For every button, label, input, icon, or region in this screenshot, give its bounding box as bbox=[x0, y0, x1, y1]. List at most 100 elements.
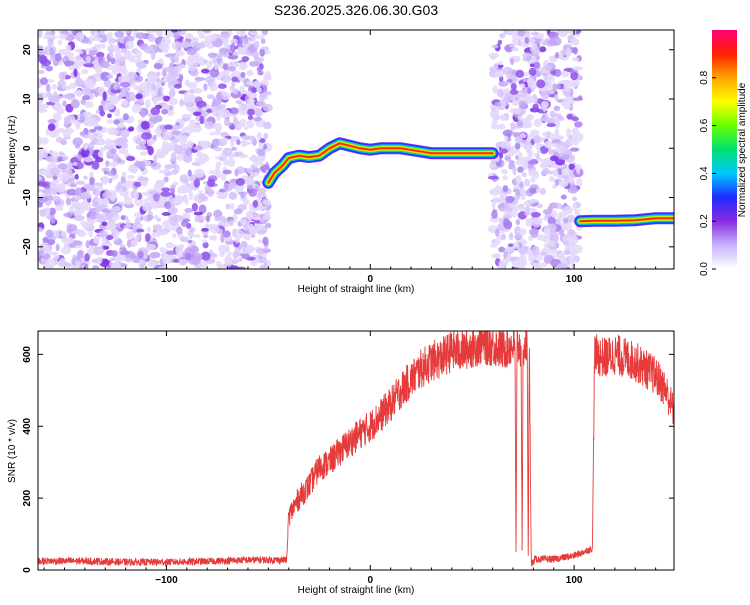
noise-blob bbox=[568, 141, 574, 147]
noise-blob bbox=[239, 118, 247, 128]
noise-blob bbox=[72, 240, 83, 246]
snr-ytick-label-2: 400 bbox=[22, 417, 33, 434]
noise-blob bbox=[161, 212, 171, 216]
noise-blob bbox=[94, 43, 102, 48]
colorbar-tick-label-1: 0.2 bbox=[699, 214, 710, 228]
noise-blob bbox=[142, 202, 149, 212]
noise-blob bbox=[151, 232, 161, 238]
noise-blob bbox=[147, 33, 156, 43]
noise-blob bbox=[550, 210, 558, 218]
noise-blob bbox=[529, 228, 539, 236]
noise-blob bbox=[541, 161, 550, 168]
noise-blob bbox=[563, 241, 570, 246]
noise-blob bbox=[153, 193, 161, 202]
noise-blob bbox=[559, 155, 568, 160]
noise-blob bbox=[62, 100, 67, 107]
noise-blob bbox=[505, 195, 515, 204]
noise-blob bbox=[161, 36, 172, 46]
noise-blob bbox=[220, 234, 225, 243]
noise-blob bbox=[92, 182, 104, 187]
spectrogram-ytick-label-2: 0 bbox=[22, 145, 33, 151]
noise-blob bbox=[54, 53, 62, 62]
noise-blob bbox=[99, 110, 106, 117]
noise-blob bbox=[514, 204, 525, 211]
noise-blob bbox=[544, 64, 552, 71]
spectrogram-xtick-label-2: 100 bbox=[566, 274, 583, 285]
noise-blob bbox=[542, 235, 551, 243]
noise-blob bbox=[552, 169, 559, 177]
noise-blob bbox=[57, 39, 63, 46]
noise-blob bbox=[499, 33, 506, 39]
noise-blob bbox=[528, 159, 539, 165]
noise-blob bbox=[546, 123, 556, 128]
noise-blob bbox=[222, 218, 228, 223]
noise-blob bbox=[47, 119, 57, 124]
noise-blob bbox=[250, 35, 256, 42]
noise-blob bbox=[146, 227, 152, 233]
noise-blob bbox=[112, 66, 121, 76]
noise-blob bbox=[90, 30, 95, 36]
noise-blob bbox=[515, 219, 521, 226]
noise-blob bbox=[65, 197, 72, 206]
noise-blob bbox=[494, 70, 501, 78]
noise-blob bbox=[525, 144, 532, 154]
snr-series-line bbox=[38, 331, 674, 568]
noise-blob bbox=[567, 176, 575, 183]
noise-blob bbox=[158, 197, 164, 206]
noise-blob bbox=[47, 123, 56, 132]
noise-blob bbox=[503, 214, 513, 219]
noise-blob bbox=[553, 105, 561, 112]
noise-blob bbox=[112, 215, 120, 221]
noise-blob bbox=[207, 188, 214, 197]
noise-blob bbox=[70, 200, 80, 208]
noise-blob bbox=[86, 55, 92, 63]
ridge-1-layer-6 bbox=[579, 217, 674, 223]
noise-blob bbox=[45, 83, 51, 93]
noise-blob bbox=[40, 59, 52, 67]
noise-blob bbox=[137, 250, 144, 259]
noise-blob bbox=[251, 154, 257, 162]
noise-blob bbox=[187, 124, 194, 130]
noise-blob bbox=[133, 212, 143, 218]
noise-blob bbox=[200, 68, 210, 74]
noise-blob bbox=[241, 56, 250, 62]
noise-blob bbox=[219, 109, 231, 119]
noise-blob bbox=[233, 208, 243, 215]
noise-blob bbox=[38, 30, 43, 39]
noise-blob bbox=[79, 113, 85, 124]
noise-blob bbox=[152, 224, 163, 231]
noise-blob bbox=[568, 236, 575, 245]
noise-blob bbox=[108, 95, 119, 102]
noise-blob bbox=[508, 89, 519, 95]
noise-blob bbox=[92, 120, 99, 127]
noise-blob bbox=[92, 59, 100, 69]
noise-blob bbox=[81, 111, 93, 119]
noise-blob bbox=[547, 216, 556, 226]
noise-blob bbox=[193, 111, 202, 117]
snr-axes: −100 0 100 0 200 400 600 bbox=[22, 331, 674, 586]
noise-blob bbox=[47, 37, 54, 47]
noise-blob bbox=[61, 231, 67, 238]
noise-blob bbox=[143, 46, 155, 54]
noise-blob bbox=[504, 93, 514, 102]
spectrogram-ridge bbox=[262, 137, 674, 228]
noise-blob bbox=[188, 191, 193, 201]
noise-blob bbox=[51, 84, 57, 90]
noise-blob bbox=[240, 191, 246, 199]
noise-blob bbox=[522, 52, 533, 59]
noise-blob bbox=[512, 32, 518, 41]
noise-blob bbox=[224, 260, 232, 266]
noise-blob bbox=[111, 128, 119, 136]
noise-blob bbox=[498, 260, 504, 269]
noise-blob bbox=[225, 203, 230, 210]
noise-blob bbox=[155, 179, 165, 188]
noise-blob bbox=[216, 91, 223, 101]
noise-blob bbox=[542, 104, 547, 112]
noise-blob bbox=[488, 52, 500, 59]
noise-blob bbox=[58, 71, 67, 81]
noise-blob bbox=[248, 210, 254, 220]
noise-blob bbox=[491, 200, 496, 209]
noise-blob bbox=[125, 258, 134, 263]
noise-blob bbox=[201, 251, 211, 261]
noise-blob bbox=[528, 235, 533, 241]
